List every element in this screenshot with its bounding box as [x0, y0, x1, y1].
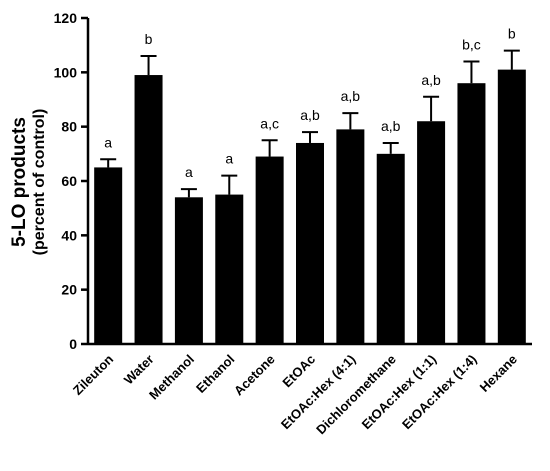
- x-tick-label: Hexane: [477, 352, 520, 395]
- significance-label: a,b: [381, 118, 401, 134]
- y-tick-label: 120: [54, 10, 78, 26]
- significance-label: a: [225, 151, 233, 167]
- bar: [255, 156, 284, 344]
- bar: [457, 83, 486, 344]
- bar: [497, 69, 526, 344]
- y-tick-label: 100: [54, 64, 78, 80]
- y-tick-label: 20: [61, 282, 77, 298]
- y-axis-subtitle: (percent of control): [31, 109, 48, 256]
- bar: [417, 121, 446, 344]
- x-tick-label: EtOAc:Hex (4:1): [278, 352, 359, 433]
- significance-label: a,b: [421, 72, 441, 88]
- significance-label: a,b: [300, 107, 320, 123]
- y-axis-label: 5-LO products: [9, 117, 30, 247]
- x-tick-label: Zileuton: [70, 351, 116, 397]
- x-tick-label: Ethanol: [193, 352, 237, 396]
- bars: a b a a a,c a,b a,b a,b a,b b,c b: [94, 26, 526, 345]
- x-tick-label: EtOAc:Hex (1:4): [399, 352, 480, 433]
- y-axis: 0 20 40 60 80 100 120: [54, 10, 90, 352]
- bar: [94, 167, 123, 344]
- y-axis-title: 5-LO products: [9, 117, 30, 247]
- y-axis-sublabel: (percent of control): [31, 109, 48, 256]
- significance-label: b: [145, 31, 153, 47]
- bar: [336, 129, 365, 344]
- y-tick-label: 0: [69, 336, 77, 352]
- bar: [174, 197, 203, 344]
- significance-label: b,c: [462, 36, 481, 52]
- y-tick-label: 40: [61, 227, 77, 243]
- x-tick-label: Water: [121, 352, 157, 388]
- bar: [215, 194, 244, 344]
- significance-label: b: [508, 26, 516, 42]
- y-tick-label: 60: [61, 173, 77, 189]
- bar: [296, 142, 324, 344]
- significance-label: a,b: [341, 88, 361, 104]
- significance-label: a: [185, 164, 193, 180]
- bar: [376, 153, 405, 344]
- x-tick-label: EtOAc:Hex (1:1): [359, 352, 440, 433]
- x-tick-label: EtOAc: [279, 352, 318, 391]
- y-tick-label: 80: [61, 119, 77, 135]
- x-tick-label: Methanol: [146, 352, 197, 403]
- bar: [134, 75, 163, 345]
- significance-label: a,c: [260, 115, 279, 131]
- x-tick-label: Acetone: [231, 352, 278, 399]
- significance-label: a: [104, 134, 112, 150]
